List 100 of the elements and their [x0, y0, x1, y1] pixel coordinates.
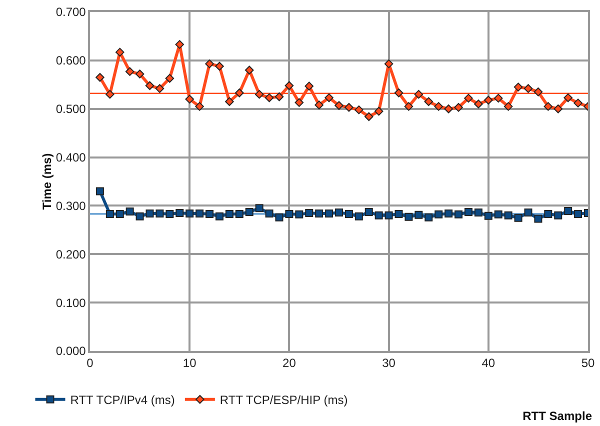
point	[255, 204, 264, 212]
point	[195, 102, 204, 111]
point	[265, 209, 274, 218]
point	[574, 210, 582, 218]
point	[176, 208, 184, 217]
point	[334, 101, 344, 110]
point	[135, 70, 144, 78]
point	[534, 88, 543, 96]
point	[424, 97, 434, 106]
point	[344, 210, 353, 218]
point	[156, 209, 164, 218]
y-tick-label: 0.600	[56, 54, 86, 68]
point	[166, 210, 174, 218]
point	[434, 102, 443, 111]
point	[206, 210, 214, 218]
point	[116, 210, 124, 218]
point	[325, 209, 334, 218]
point	[574, 98, 582, 108]
point	[185, 94, 194, 104]
y-axis-title: Time (ms)	[40, 153, 54, 210]
point	[364, 112, 374, 122]
point	[454, 103, 463, 112]
point	[504, 102, 513, 111]
point	[106, 210, 114, 218]
point	[155, 84, 164, 93]
point	[454, 210, 463, 218]
point	[305, 208, 314, 217]
y-tick-label: 0.300	[56, 198, 86, 213]
point	[115, 48, 124, 57]
point	[514, 82, 523, 92]
point	[414, 90, 424, 99]
point	[404, 212, 413, 221]
point	[295, 210, 304, 218]
point	[285, 210, 294, 218]
x-tick-label: 30	[382, 356, 396, 370]
point	[125, 67, 134, 76]
point	[394, 210, 403, 218]
y-tick-label: 0.200	[56, 247, 86, 262]
point	[146, 209, 154, 218]
point	[136, 212, 144, 220]
point	[424, 213, 433, 222]
point	[464, 94, 473, 103]
point	[264, 93, 274, 102]
point	[394, 88, 404, 98]
x-tick-label: 10	[182, 356, 197, 370]
point	[384, 59, 394, 68]
point	[554, 211, 562, 220]
point	[106, 90, 114, 99]
point	[245, 208, 254, 216]
point	[444, 104, 453, 114]
point	[354, 212, 363, 220]
point	[544, 102, 553, 111]
x-axis-title: RTT Sample	[522, 409, 592, 423]
point	[474, 208, 482, 216]
point	[335, 208, 343, 216]
point	[274, 92, 284, 102]
point	[344, 103, 354, 112]
point	[354, 105, 364, 114]
point	[196, 209, 204, 218]
point	[384, 211, 393, 220]
y-tick-label: 0.000	[56, 344, 86, 358]
point	[304, 82, 314, 90]
point	[205, 59, 214, 68]
y-tick-label: 0.500	[56, 102, 86, 116]
point	[275, 213, 284, 222]
y-tick-label: 0.400	[56, 150, 86, 164]
point	[444, 209, 453, 218]
point	[374, 106, 384, 116]
point	[464, 208, 472, 216]
point	[564, 93, 572, 102]
point	[504, 211, 512, 220]
point	[314, 100, 324, 110]
point	[225, 210, 234, 218]
point	[254, 90, 264, 99]
legend-label: RTT TCP/IPv4 (ms)	[70, 393, 175, 408]
x-tick-label: 0	[86, 356, 94, 370]
point	[414, 210, 423, 219]
point	[96, 72, 104, 82]
y-tick-label: 0.700	[56, 5, 86, 20]
point	[524, 84, 533, 93]
point	[315, 209, 324, 218]
point	[434, 210, 443, 218]
point	[225, 97, 234, 106]
point	[554, 104, 563, 114]
point	[474, 100, 483, 108]
x-tick-label: 50	[581, 356, 595, 370]
point	[514, 214, 522, 222]
point	[494, 94, 503, 103]
point	[244, 66, 254, 75]
point	[564, 207, 572, 216]
y-tick-label: 0.100	[56, 296, 86, 310]
point	[235, 88, 244, 98]
point	[284, 81, 294, 90]
x-tick-label: 40	[482, 356, 496, 370]
point	[324, 93, 334, 102]
point	[186, 209, 194, 218]
point	[215, 62, 224, 71]
point	[484, 96, 493, 105]
point	[96, 187, 104, 196]
x-tick-label: 20	[282, 356, 296, 370]
